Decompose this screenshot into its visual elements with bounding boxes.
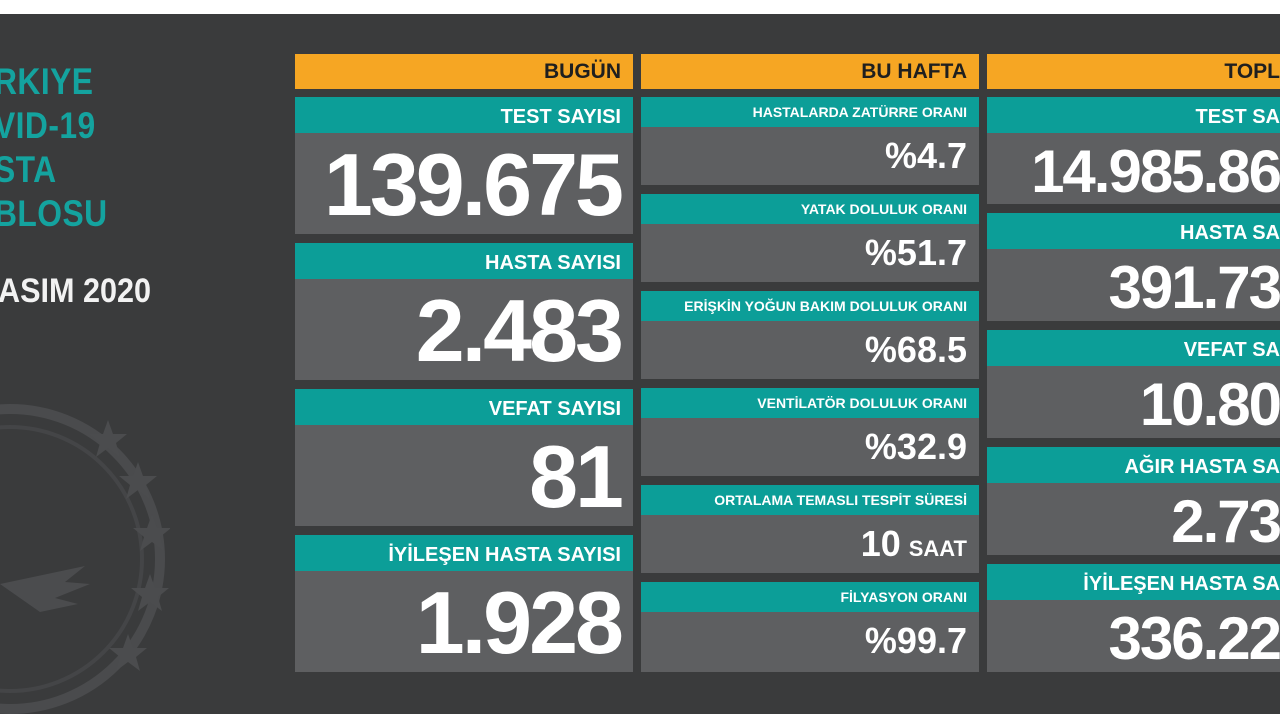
stat-label: İYİLEŞEN HASTA SA — [987, 564, 1280, 600]
stat-card-bed-occupancy: YATAK DOLULUK ORANI %51.7 — [641, 194, 979, 282]
stat-value: 10 SAAT — [641, 515, 979, 573]
stat-card-pneumonia-rate: HASTALARDA ZATÜRRE ORANI %4.7 — [641, 97, 979, 185]
stat-label: İYİLEŞEN HASTA SAYISI — [295, 535, 633, 571]
stat-value-unit: SAAT — [908, 536, 967, 561]
sidebar-title-line: STA — [0, 149, 57, 190]
sidebar-title-line: RKIYE — [0, 61, 94, 102]
stat-label: VEFAT SA — [987, 330, 1280, 366]
column-header-today: BUGÜN — [295, 54, 633, 89]
stat-card-deaths-total: VEFAT SA 10.80 — [987, 330, 1280, 438]
stat-card-severe-total: AĞIR HASTA SA 2.73 — [987, 447, 1280, 555]
stat-value: 14.985.86 — [987, 133, 1280, 204]
stat-value: 2.73 — [987, 483, 1280, 555]
column-header-week: BU HAFTA — [641, 54, 979, 89]
sidebar-title-line: VID-19 — [0, 105, 96, 146]
stat-value: 1.928 — [295, 571, 633, 672]
dashboard-board: RKIYE VID-19 STA BLOSU ASIM 2020 BUGÜN T… — [0, 14, 1280, 714]
stat-label: AĞIR HASTA SA — [987, 447, 1280, 483]
stat-label: VENTİLATÖR DOLULUK ORANI — [641, 388, 979, 418]
stat-card-filiation-rate: FİLYASYON ORANI %99.7 — [641, 582, 979, 672]
stat-label: HASTA SA — [987, 213, 1280, 249]
stat-card-icu-occupancy: ERİŞKİN YOĞUN BAKIM DOLULUK ORANI %68.5 — [641, 291, 979, 379]
sidebar-title-line: BLOSU — [0, 193, 108, 234]
stat-value: 391.73 — [987, 249, 1280, 321]
column-header-total: TOPL — [987, 54, 1280, 89]
stat-card-cases-total: HASTA SA 391.73 — [987, 213, 1280, 321]
stat-card-test-total: TEST SA 14.985.86 — [987, 97, 1280, 204]
stat-value: %99.7 — [641, 612, 979, 672]
stat-value: 10.80 — [987, 366, 1280, 438]
stat-label: YATAK DOLULUK ORANI — [641, 194, 979, 224]
stat-card-cases-today: HASTA SAYISI 2.483 — [295, 243, 633, 380]
stat-value: 336.22 — [987, 600, 1280, 672]
bottom-border — [0, 714, 1280, 720]
stat-label: TEST SAYISI — [295, 97, 633, 133]
stat-label: HASTALARDA ZATÜRRE ORANI — [641, 97, 979, 127]
stat-card-test-today: TEST SAYISI 139.675 — [295, 97, 633, 234]
stat-card-contact-tracing-time: ORTALAMA TEMASLI TESPİT SÜRESİ 10 SAAT — [641, 485, 979, 573]
stat-value: %68.5 — [641, 321, 979, 379]
stat-value: %4.7 — [641, 127, 979, 185]
stat-label: ERİŞKİN YOĞUN BAKIM DOLULUK ORANI — [641, 291, 979, 321]
stat-card-recovered-total: İYİLEŞEN HASTA SA 336.22 — [987, 564, 1280, 672]
stat-card-ventilator-occupancy: VENTİLATÖR DOLULUK ORANI %32.9 — [641, 388, 979, 476]
sidebar-date: ASIM 2020 — [0, 272, 152, 310]
stat-label: ORTALAMA TEMASLI TESPİT SÜRESİ — [641, 485, 979, 515]
stat-value-number: 10 — [860, 523, 901, 564]
stat-value: 81 — [295, 425, 633, 526]
stat-value: 139.675 — [295, 133, 633, 234]
stat-value: %32.9 — [641, 418, 979, 476]
stat-card-deaths-today: VEFAT SAYISI 81 — [295, 389, 633, 526]
stat-value: %51.7 — [641, 224, 979, 282]
stat-label: HASTA SAYISI — [295, 243, 633, 279]
ministry-emblem-icon — [0, 394, 171, 714]
stat-label: FİLYASYON ORANI — [641, 582, 979, 612]
sidebar-title: RKIYE VID-19 STA BLOSU — [0, 60, 108, 236]
stat-label: VEFAT SAYISI — [295, 389, 633, 425]
stat-label: TEST SA — [987, 97, 1280, 133]
stat-value: 2.483 — [295, 279, 633, 380]
stat-card-recovered-today: İYİLEŞEN HASTA SAYISI 1.928 — [295, 535, 633, 672]
